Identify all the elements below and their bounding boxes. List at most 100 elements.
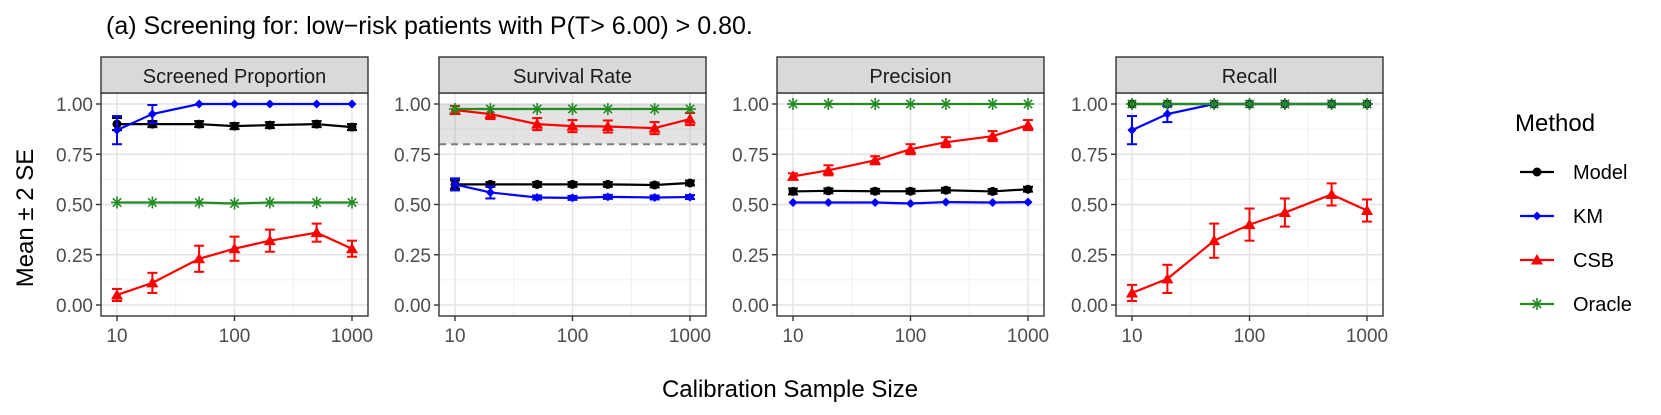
data-point	[263, 196, 276, 209]
data-point	[312, 119, 322, 129]
legend: Method Model KM CSB Oracle	[1515, 110, 1632, 316]
data-point	[603, 192, 613, 202]
legend-marker	[1532, 211, 1542, 221]
x-axis-label: Calibration Sample Size	[662, 376, 918, 403]
data-point	[112, 125, 122, 135]
data-point	[1022, 119, 1034, 130]
facet-title: Screened Proportion	[143, 66, 326, 88]
data-point	[228, 197, 241, 210]
data-point	[566, 103, 579, 116]
series-csb	[111, 222, 358, 302]
y-tick-label: 0.50	[732, 196, 769, 217]
data-point	[568, 179, 577, 189]
y-tick-label: 0.25	[1071, 246, 1108, 267]
data-point	[1208, 98, 1221, 110]
panel-recall: Recall 0.00 0.25 0.50 0.75 1.00 10 100 1000	[1071, 56, 1388, 347]
y-tick-label: 0.00	[56, 296, 93, 317]
data-point	[532, 179, 542, 189]
data-point	[986, 98, 999, 110]
data-point	[449, 103, 461, 116]
data-point	[1161, 272, 1174, 284]
data-point	[648, 122, 661, 133]
y-tick-label: 0.50	[1071, 196, 1108, 217]
chart-panels: Screened Proportion 0.00 0.25 0.50 0.75 1.00 1…	[56, 56, 1388, 347]
y-tick-label: 0.00	[394, 296, 431, 317]
data-point	[111, 196, 123, 209]
series-oracle	[111, 196, 358, 210]
data-point	[1023, 184, 1033, 194]
data-point	[147, 109, 157, 119]
data-point	[684, 103, 696, 116]
y-tick-label: 0.75	[394, 145, 431, 166]
data-point	[904, 98, 917, 110]
x-tick-label: 1000	[331, 326, 373, 347]
figure-title: (a) Screening for: low−risk patients wit…	[106, 12, 753, 40]
panel-screened-proportion: Screened Proportion 0.00 0.25 0.50 0.75 1.00 1…	[56, 56, 373, 347]
panel-precision: Precision 0.00 0.25 0.50 0.75 1.00 10 100 1000	[732, 56, 1049, 347]
series-oracle	[1126, 98, 1373, 110]
data-point	[822, 98, 835, 110]
series-model	[112, 117, 357, 132]
data-point	[685, 178, 695, 188]
y-tick-label: 0.50	[394, 196, 431, 217]
data-point	[941, 185, 951, 195]
data-point	[1161, 98, 1174, 110]
data-point	[650, 180, 660, 190]
x-tick-label: 100	[557, 326, 589, 347]
y-tick-label: 0.25	[732, 246, 769, 267]
facet-strip	[1115, 56, 1384, 94]
legend-item-oracle: Oracle	[1520, 294, 1632, 316]
data-point	[684, 113, 696, 124]
data-point	[568, 193, 577, 203]
legend-marker	[1531, 254, 1543, 265]
data-point	[823, 197, 833, 207]
data-point	[1127, 125, 1137, 135]
legend-label: KM	[1573, 206, 1603, 228]
series-csb	[787, 119, 1034, 181]
data-point	[870, 186, 880, 196]
x-tick-label: 10	[106, 326, 127, 347]
data-point	[1361, 204, 1373, 216]
facet-title: Recall	[1222, 66, 1278, 88]
data-point	[484, 103, 497, 116]
data-point	[870, 197, 880, 207]
legend-item-km: KM	[1520, 206, 1603, 228]
series-km	[112, 99, 357, 146]
y-tick-label: 0.25	[394, 246, 431, 267]
data-point	[869, 98, 882, 110]
y-tick-label: 0.75	[732, 145, 769, 166]
data-point	[1243, 98, 1256, 110]
data-point	[906, 186, 915, 196]
facet-strip	[100, 56, 369, 94]
data-point	[194, 99, 204, 109]
data-point	[531, 103, 544, 116]
data-point	[601, 103, 614, 116]
x-tick-label: 10	[782, 326, 803, 347]
x-tick-label: 100	[1234, 326, 1266, 347]
data-point	[312, 99, 322, 109]
x-tick-label: 100	[895, 326, 927, 347]
data-point	[823, 186, 833, 196]
data-point	[485, 187, 495, 197]
data-point	[1243, 218, 1256, 230]
facet-strip	[438, 56, 707, 94]
series-model	[788, 184, 1033, 196]
data-point	[787, 98, 799, 110]
data-point	[1022, 98, 1034, 110]
data-point	[1126, 286, 1138, 298]
x-tick-label: 100	[219, 326, 251, 347]
y-tick-label: 0.25	[56, 246, 93, 267]
data-point	[939, 98, 952, 110]
legend-label: CSB	[1573, 250, 1614, 272]
data-point	[346, 196, 358, 209]
data-point	[146, 276, 159, 288]
facet-title: Survival Rate	[513, 66, 632, 88]
data-point	[1361, 98, 1373, 110]
x-tick-label: 10	[1121, 326, 1142, 347]
data-point	[988, 186, 998, 196]
data-point	[147, 119, 157, 129]
data-point	[939, 136, 952, 147]
data-point	[532, 192, 542, 202]
y-axis-label: Mean ± 2 SE	[12, 149, 39, 288]
